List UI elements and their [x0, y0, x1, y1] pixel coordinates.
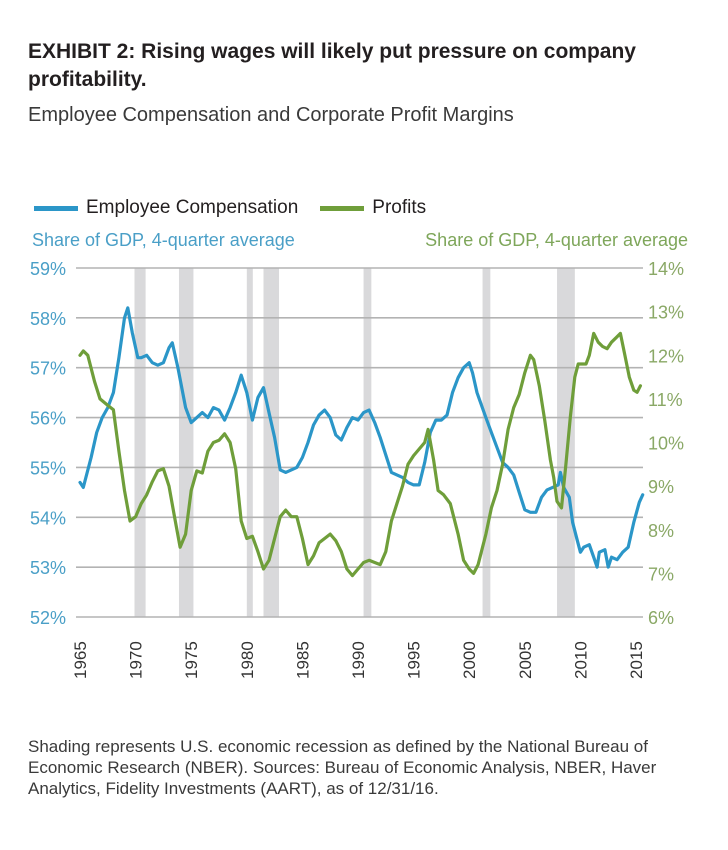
right-tick-label: 9%: [648, 477, 674, 497]
recession-bar: [363, 268, 372, 617]
legend-label-compensation: Employee Compensation: [86, 197, 299, 218]
chart-subtitle: Employee Compensation and Corporate Prof…: [28, 104, 514, 126]
right-tick-label: 11%: [648, 390, 683, 410]
left-tick-label: 58%: [30, 309, 66, 329]
left-tick-label: 53%: [30, 558, 66, 578]
right-tick-label: 8%: [648, 521, 674, 541]
left-axis-ticks: 59% 58% 57% 56% 55% 54% 53% 52%: [30, 259, 66, 628]
series-line-profits: [78, 331, 643, 578]
left-tick-label: 57%: [30, 359, 66, 379]
left-tick-label: 52%: [30, 608, 66, 628]
legend-swatch-compensation: [34, 205, 78, 211]
series-lines: [78, 306, 645, 578]
right-tick-label: 7%: [648, 564, 674, 584]
legend-item-profits: Profits: [320, 197, 426, 219]
x-tick-label: 2000: [460, 641, 479, 679]
right-tick-label: 6%: [648, 608, 674, 628]
chart-legend: Employee Compensation Profits: [34, 197, 448, 219]
right-axis-title: Share of GDP, 4-quarter average: [425, 230, 688, 250]
x-tick-label: 2005: [516, 641, 535, 679]
x-tick-label: 1975: [182, 641, 201, 679]
x-tick-label: 1970: [127, 641, 146, 679]
x-tick-label: 1965: [71, 641, 90, 679]
left-tick-label: 54%: [30, 508, 66, 528]
right-tick-label: 10%: [648, 434, 684, 454]
left-tick-label: 55%: [30, 458, 66, 478]
exhibit-title: EXHIBIT 2: Rising wages will likely put …: [28, 40, 636, 91]
recession-bar: [134, 268, 146, 617]
legend-item-compensation: Employee Compensation: [34, 197, 298, 219]
recession-bar: [263, 268, 280, 617]
right-tick-label: 13%: [648, 303, 684, 323]
right-axis-ticks: 14% 13% 12% 11% 10% 9% 8% 7% 6%: [648, 259, 684, 628]
x-axis-ticks: 1965 1970 1975 1980 1985 1990 1995 2000 2005 2010…: [71, 641, 646, 679]
x-tick-label: 1990: [349, 641, 368, 679]
right-tick-label: 14%: [648, 259, 684, 279]
legend-label-profits: Profits: [372, 197, 427, 218]
recession-bar: [482, 268, 491, 617]
recession-bar: [557, 268, 575, 617]
legend-swatch-profits: [320, 205, 365, 211]
recession-shading: [134, 268, 575, 617]
x-tick-label: 2010: [571, 641, 590, 679]
x-tick-label: 1985: [293, 641, 312, 679]
right-tick-label: 12%: [648, 346, 684, 366]
recession-bar: [178, 268, 194, 617]
left-tick-label: 56%: [30, 409, 66, 429]
recession-bar: [246, 268, 253, 617]
source-note: Shading represents U.S. economic recessi…: [28, 737, 657, 798]
left-axis-title: Share of GDP, 4-quarter average: [32, 230, 295, 250]
x-tick-label: 1995: [405, 641, 424, 679]
x-tick-label: 1980: [238, 641, 257, 679]
left-tick-label: 59%: [30, 259, 66, 279]
x-tick-label: 2015: [627, 641, 646, 679]
